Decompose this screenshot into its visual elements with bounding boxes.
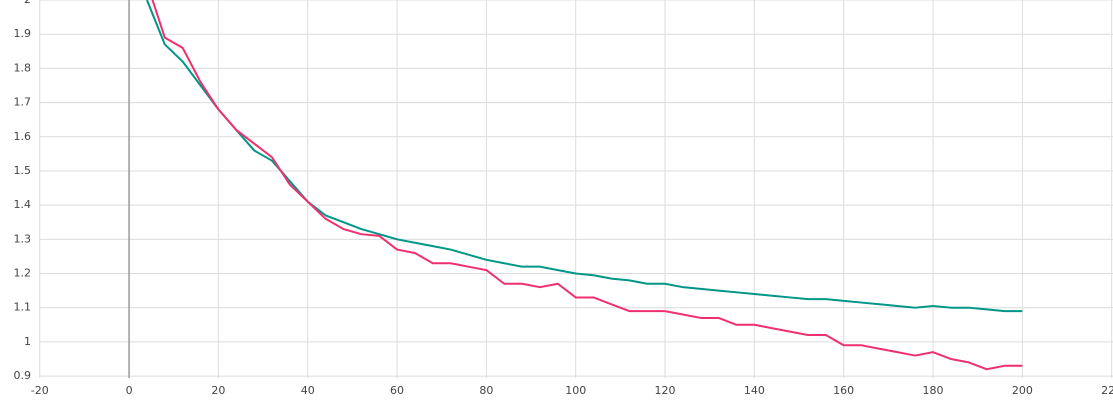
series-line [146, 0, 1023, 313]
x-tick-label: 200 [1012, 384, 1033, 397]
plot-area [146, 0, 1023, 371]
x-tick-label: 160 [833, 384, 854, 397]
y-tick-label: 1.6 [14, 130, 32, 143]
x-tick-label: 100 [565, 384, 586, 397]
y-tick-label: 2 [24, 0, 31, 6]
x-tick-label: 120 [655, 384, 676, 397]
x-tick-label: 220 [1101, 384, 1113, 397]
x-tick-label: 140 [744, 384, 765, 397]
y-tick-label: 1 [24, 335, 31, 348]
y-tick-label: 1.4 [14, 198, 32, 211]
y-tick-label: 1.7 [14, 96, 32, 109]
y-tick-label: 1.2 [14, 267, 32, 280]
grid [39, 0, 1113, 378]
y-tick-label: 1.9 [14, 27, 32, 40]
y-tick-label: 0.9 [14, 369, 32, 382]
x-tick-label: 60 [390, 384, 404, 397]
y-tick-label: 1.3 [14, 232, 32, 245]
x-tick-label: 80 [479, 384, 493, 397]
y-tick-label: 1.1 [14, 301, 32, 314]
x-tick-label: 0 [126, 384, 133, 397]
series-line [151, 0, 1023, 371]
x-tick-label: 180 [923, 384, 944, 397]
x-tick-label: 40 [301, 384, 315, 397]
x-tick-label: 20 [211, 384, 225, 397]
tick-labels: 0.9 1 1.1 1.2 1.3 1.4 1.5 1.6 1.7 1.8 1.9 2 -20 0 20 40… [14, 0, 1113, 397]
y-tick-label: 1.5 [14, 164, 32, 177]
y-tick-label: 1.8 [14, 61, 32, 74]
x-tick-label: -20 [31, 384, 49, 397]
